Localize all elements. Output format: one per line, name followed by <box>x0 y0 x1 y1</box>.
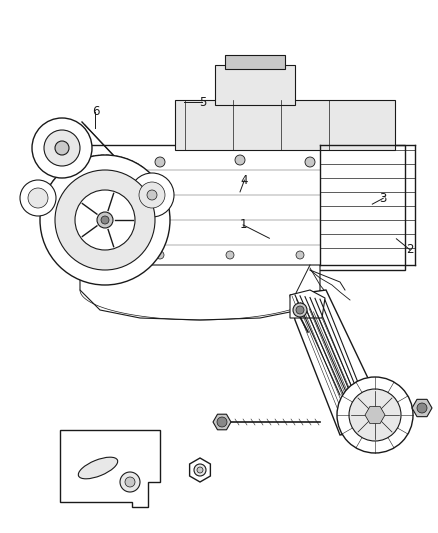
Circle shape <box>217 417 227 427</box>
Circle shape <box>367 407 383 423</box>
Circle shape <box>90 160 100 170</box>
Circle shape <box>155 157 165 167</box>
Circle shape <box>130 173 174 217</box>
Polygon shape <box>290 290 325 318</box>
Circle shape <box>147 190 157 200</box>
Circle shape <box>101 216 109 224</box>
Text: 2: 2 <box>406 243 413 256</box>
Circle shape <box>197 467 203 473</box>
Polygon shape <box>213 414 231 430</box>
Polygon shape <box>60 430 160 507</box>
Circle shape <box>55 170 155 270</box>
Polygon shape <box>190 458 210 482</box>
Text: 3: 3 <box>380 192 387 205</box>
Polygon shape <box>290 290 376 435</box>
Circle shape <box>305 157 315 167</box>
Circle shape <box>97 212 113 228</box>
Circle shape <box>75 190 135 250</box>
Circle shape <box>120 472 140 492</box>
Circle shape <box>28 188 48 208</box>
FancyBboxPatch shape <box>75 145 405 270</box>
Text: 4: 4 <box>240 174 248 187</box>
Polygon shape <box>80 265 320 320</box>
Text: 1: 1 <box>239 219 247 231</box>
Circle shape <box>44 130 80 166</box>
Text: 5: 5 <box>199 96 206 109</box>
Circle shape <box>20 180 56 216</box>
Circle shape <box>194 464 206 476</box>
Circle shape <box>55 141 69 155</box>
Circle shape <box>293 303 307 317</box>
Circle shape <box>156 251 164 259</box>
Circle shape <box>296 251 304 259</box>
Circle shape <box>417 403 427 413</box>
Circle shape <box>349 389 401 441</box>
Ellipse shape <box>78 457 118 479</box>
Circle shape <box>139 182 165 208</box>
Text: 6: 6 <box>92 106 99 118</box>
Circle shape <box>337 377 413 453</box>
Circle shape <box>226 251 234 259</box>
Circle shape <box>235 155 245 165</box>
FancyBboxPatch shape <box>225 55 285 69</box>
Circle shape <box>32 118 92 178</box>
Circle shape <box>40 155 170 285</box>
FancyBboxPatch shape <box>175 100 395 150</box>
Circle shape <box>125 477 135 487</box>
Circle shape <box>296 306 304 314</box>
Polygon shape <box>365 406 385 424</box>
Circle shape <box>91 251 99 259</box>
Polygon shape <box>412 399 432 417</box>
FancyBboxPatch shape <box>215 65 295 105</box>
